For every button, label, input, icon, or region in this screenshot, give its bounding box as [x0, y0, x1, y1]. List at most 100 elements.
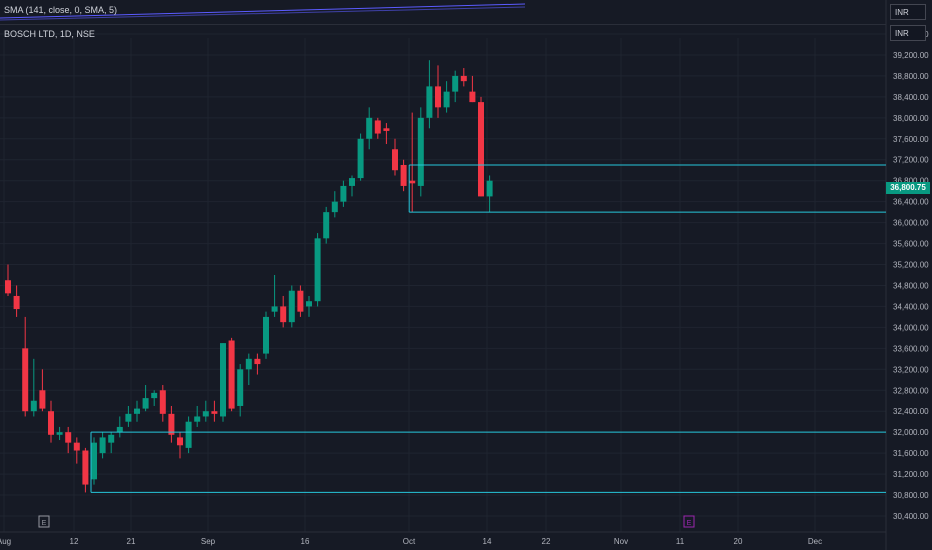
- x-axis-tick-label: 16: [301, 537, 310, 546]
- currency-selector-top[interactable]: INR: [890, 4, 926, 20]
- y-axis-tick-label: 38,400.00: [893, 93, 929, 102]
- candle-body[interactable]: [263, 316, 269, 354]
- candle-body[interactable]: [73, 442, 80, 451]
- earnings-marker-label: E: [42, 520, 47, 527]
- y-axis-tick-label: 34,800.00: [893, 281, 929, 290]
- candle-body[interactable]: [452, 75, 459, 92]
- symbol-legend[interactable]: BOSCH LTD, 1D, NSE: [4, 29, 95, 39]
- candle-body[interactable]: [168, 413, 175, 435]
- y-axis-tick-label: 30,800.00: [893, 491, 929, 500]
- candle-body[interactable]: [125, 413, 132, 422]
- candle-body[interactable]: [297, 290, 304, 312]
- x-axis-tick-label: 12: [70, 537, 79, 546]
- candle-body[interactable]: [478, 102, 484, 197]
- candle-body[interactable]: [142, 398, 149, 409]
- y-axis-tick-label: 36,000.00: [893, 219, 929, 228]
- candle-body[interactable]: [469, 91, 476, 103]
- y-axis-tick-label: 33,200.00: [893, 365, 929, 374]
- candle-body[interactable]: [288, 290, 295, 323]
- candle-body[interactable]: [134, 408, 140, 414]
- candle-body[interactable]: [245, 358, 252, 370]
- candle-body[interactable]: [400, 164, 407, 186]
- candle-body[interactable]: [392, 149, 398, 171]
- candle-body[interactable]: [435, 86, 441, 108]
- candle-body[interactable]: [185, 421, 192, 448]
- candle-body[interactable]: [237, 369, 244, 406]
- candle-body[interactable]: [460, 75, 467, 82]
- candle-body[interactable]: [116, 426, 123, 433]
- y-axis-tick-label: 36,400.00: [893, 198, 929, 207]
- x-axis-tick-label: 20: [734, 537, 743, 546]
- candle-body[interactable]: [271, 306, 278, 312]
- candle-body[interactable]: [366, 117, 373, 139]
- candle-body[interactable]: [194, 416, 201, 422]
- candle-body[interactable]: [56, 432, 63, 435]
- y-axis-tick-label: 39,200.00: [893, 51, 929, 60]
- candle-body[interactable]: [220, 343, 226, 417]
- current-price-label: 36,800.75: [886, 182, 930, 194]
- indicator-legend[interactable]: SMA (141, close, 0, SMA, 5): [4, 5, 118, 15]
- x-axis-tick-label: 21: [127, 537, 136, 546]
- sma-line: [0, 3, 526, 19]
- candle-body[interactable]: [228, 340, 235, 409]
- candle-body[interactable]: [159, 390, 166, 414]
- x-axis-tick-label: Oct: [403, 537, 416, 546]
- candle-body[interactable]: [349, 178, 355, 186]
- y-axis-tick-label: 35,600.00: [893, 240, 929, 249]
- candle-body[interactable]: [306, 301, 312, 307]
- y-axis-tick-label: 38,000.00: [893, 114, 929, 123]
- candle-body[interactable]: [409, 180, 416, 184]
- candle-body[interactable]: [254, 358, 261, 365]
- candle-body[interactable]: [486, 180, 493, 197]
- y-axis-tick-label: 33,600.00: [893, 344, 929, 353]
- candle-body[interactable]: [443, 91, 450, 108]
- y-axis-tick-label: 34,400.00: [893, 302, 929, 311]
- candle-body[interactable]: [417, 117, 424, 186]
- candle-body[interactable]: [340, 185, 347, 202]
- candle-body[interactable]: [357, 138, 364, 179]
- candle-body[interactable]: [211, 411, 218, 414]
- candle-body[interactable]: [314, 238, 321, 302]
- candle-body[interactable]: [426, 86, 433, 118]
- earnings-marker-icon[interactable]: [38, 515, 50, 528]
- candle-body[interactable]: [39, 390, 46, 409]
- candle-body[interactable]: [48, 411, 54, 435]
- y-axis-tick-label: 36,800.00: [893, 177, 929, 186]
- earnings-marker-label: E: [687, 520, 692, 527]
- x-axis-tick-label: 22: [542, 537, 551, 546]
- x-axis-tick-label: Sep: [201, 537, 216, 546]
- y-axis-tick-label: 32,800.00: [893, 386, 929, 395]
- earnings-marker-icon[interactable]: [683, 515, 695, 528]
- candle-body[interactable]: [374, 120, 381, 134]
- candle-body[interactable]: [5, 280, 11, 294]
- candle-body[interactable]: [22, 348, 29, 412]
- y-axis-tick-label: 35,200.00: [893, 261, 929, 270]
- candle-body[interactable]: [91, 442, 97, 480]
- candle-body[interactable]: [65, 432, 72, 443]
- y-axis-tick-label: 37,200.00: [893, 156, 929, 165]
- candle-body[interactable]: [151, 392, 158, 399]
- x-axis-tick-label: 14: [483, 537, 492, 546]
- candle-body[interactable]: [82, 450, 89, 485]
- candle-body[interactable]: [13, 295, 20, 310]
- candle-body[interactable]: [202, 411, 209, 417]
- y-axis-tick-label: 38,800.00: [893, 72, 929, 81]
- candle-body[interactable]: [177, 437, 183, 446]
- candle-body[interactable]: [323, 212, 330, 239]
- x-axis-tick-label: 11: [676, 537, 685, 546]
- candle-body[interactable]: [108, 434, 115, 443]
- currency-selector-axis[interactable]: INR: [890, 25, 926, 41]
- candle-body[interactable]: [331, 201, 338, 213]
- y-axis-tick-label: 37,600.00: [893, 135, 929, 144]
- candle-body[interactable]: [30, 400, 37, 412]
- indicator-pane-separator: [0, 24, 886, 25]
- y-axis-tick-label: 31,200.00: [893, 470, 929, 479]
- x-axis-tick-label: Nov: [614, 537, 628, 546]
- candle-body[interactable]: [383, 128, 390, 131]
- candle-body[interactable]: [280, 306, 287, 323]
- y-axis-tick-label: 32,000.00: [893, 428, 929, 437]
- candle-body[interactable]: [99, 437, 106, 454]
- y-axis-tick-label: 31,600.00: [893, 449, 929, 458]
- y-axis-tick-label: 34,000.00: [893, 323, 929, 332]
